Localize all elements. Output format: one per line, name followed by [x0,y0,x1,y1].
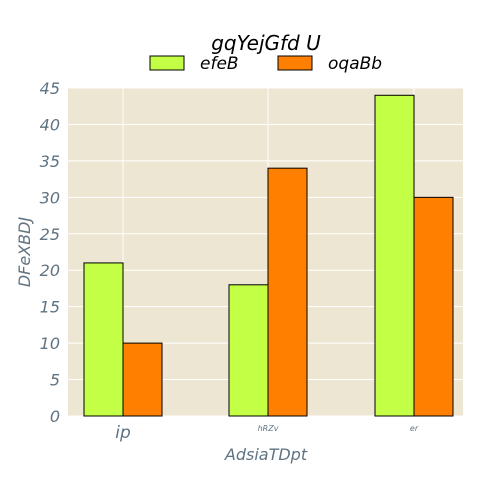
x-tick-label-hRZv: hRZv [258,424,279,433]
legend-swatch-efeB [149,55,185,71]
legend-label-efeB: efeB [200,54,239,74]
y-tick-label: 45 [40,79,60,98]
legend-label-oqaBb: oqaBb [328,54,382,74]
legend: efeB oqaBb [149,54,382,74]
bar-oqaBb-hRZv [267,167,308,417]
y-tick-label: 25 [40,225,60,244]
y-tick-label: 15 [40,298,60,317]
bar-efeB-ip [83,262,124,417]
x-tick-labels: ip hRZv er [115,423,419,443]
x-tick-label-er: er [410,424,419,433]
bar-oqaBb-er [413,196,454,417]
legend-swatch-oqaBb [277,55,313,71]
bar-efeB-hRZv [228,284,269,417]
bar-efeB-er [374,94,415,417]
y-axis-label: DFeXBDJ [15,217,34,288]
x-tick-label-ip: ip [115,423,131,443]
y-tick-label: 10 [40,334,60,353]
y-tick-label: 0 [50,407,60,426]
x-axis-label: AdsiaTDpt [224,445,308,464]
y-tick-label: 20 [40,261,60,280]
y-tick-label: 30 [40,188,60,207]
bars [83,94,454,417]
bar-oqaBb-ip [122,342,163,417]
y-tick-label: 35 [40,152,60,171]
y-tick-label: 5 [50,371,60,390]
y-tick-labels: 0 5 10 15 20 25 30 35 40 45 [40,79,60,426]
chart-title: gqYejGfd U [211,31,321,55]
y-tick-label: 40 [40,115,60,134]
